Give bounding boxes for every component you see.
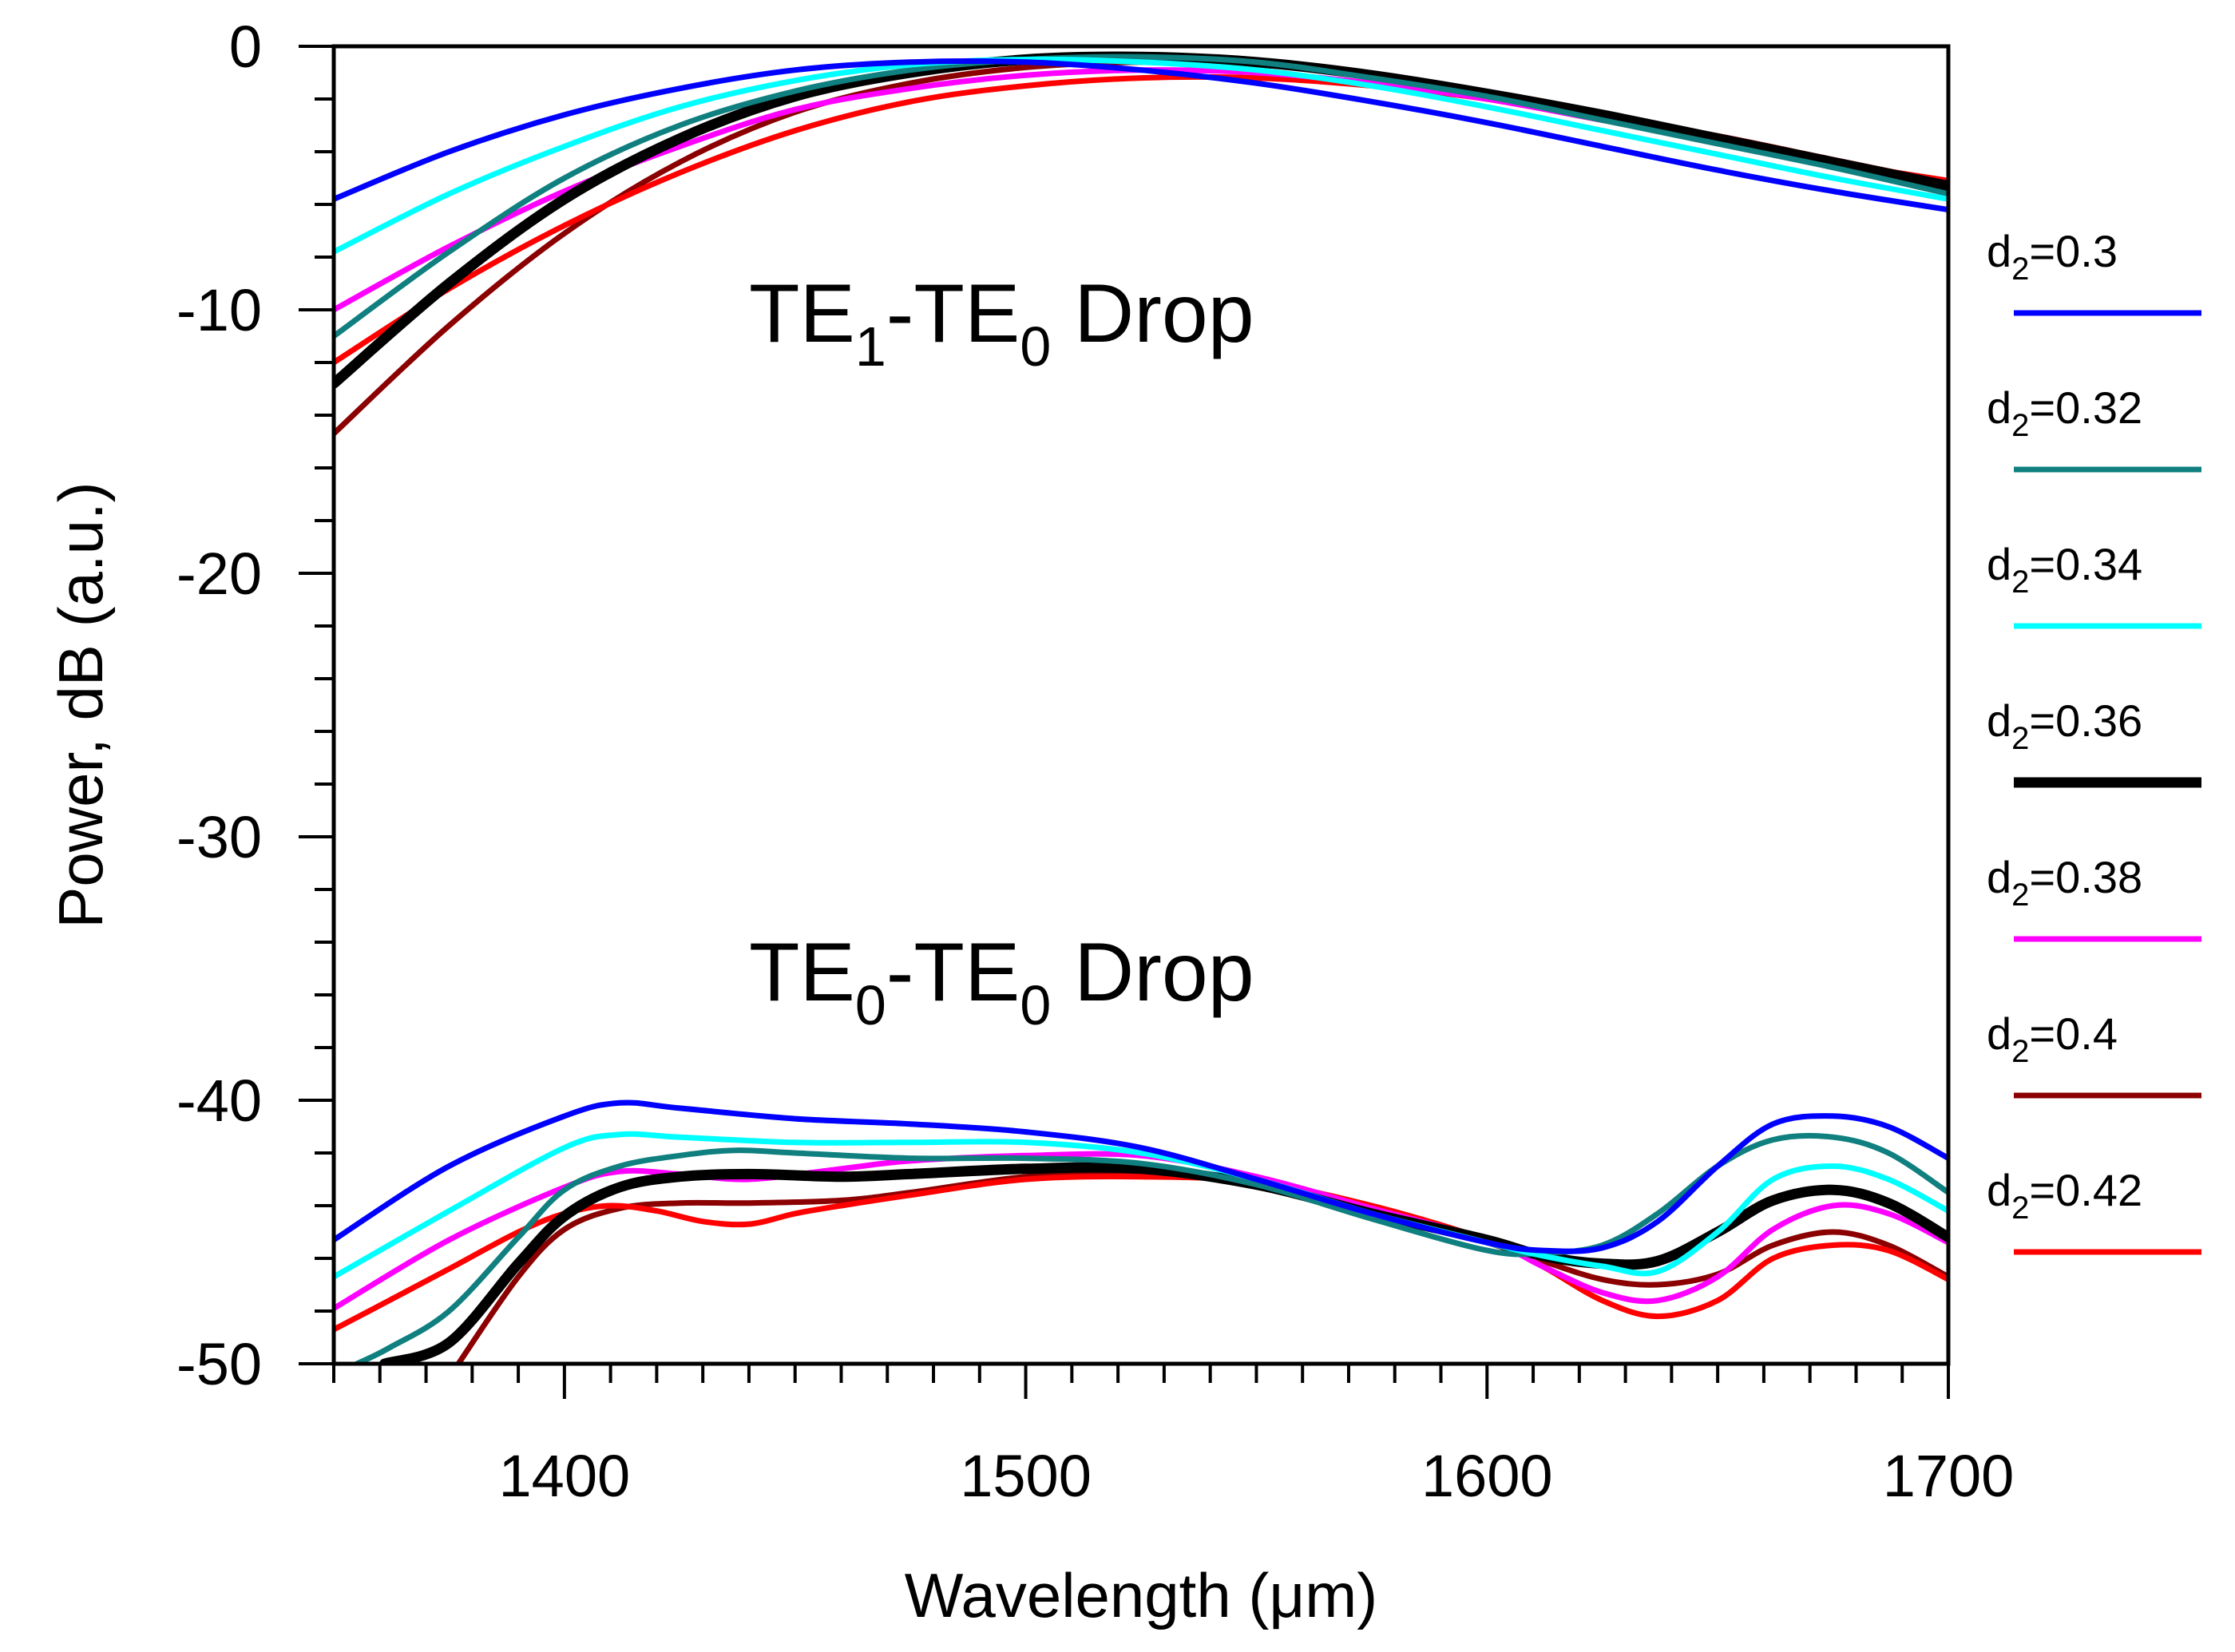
ticks-layer [299, 45, 1950, 1399]
y-tick-label: 0 [229, 14, 262, 80]
y-tick-label: -30 [176, 804, 262, 870]
legend-item: d2=0.3 [1987, 226, 2201, 316]
legend-item: d2=0.34 [1987, 539, 2201, 629]
x-tick-label: 1700 [1883, 1443, 2015, 1509]
annotation-te1-te0-drop: TE1-TE0 Drop [749, 267, 1254, 378]
labels-layer: 0 -10 -20 -30 -40 -50 1400 1500 1600 1700 [176, 14, 2014, 1509]
y-tick-label: -50 [176, 1331, 262, 1397]
x-tick-label: 1400 [499, 1443, 631, 1509]
x-axis-label: Wavelength (μm) [905, 1560, 1378, 1630]
series-line-d2-0p34-te1-drop [334, 56, 1948, 255]
legend-label: d2=0.3 [1987, 226, 2118, 287]
legend-label: d2=0.32 [1987, 382, 2142, 443]
legend-label: d2=0.42 [1987, 1165, 2142, 1226]
y-tick-label: -10 [176, 277, 262, 343]
legend-item: d2=0.42 [1987, 1165, 2201, 1255]
plot-frame [331, 44, 1951, 1366]
y-tick-label: -20 [176, 541, 262, 607]
series-line-d2-0p3-te1-drop [334, 58, 1948, 213]
series-line-d2-0p32-te1-drop [334, 53, 1948, 339]
series-line-d2-0p4-te0-drop [455, 1168, 1948, 1364]
series-line-d2-0p36-te0-drop [379, 1162, 1948, 1364]
legend-item: d2=0.36 [1987, 695, 2201, 788]
legend-label: d2=0.38 [1987, 852, 2142, 913]
legend-label: d2=0.4 [1987, 1008, 2118, 1069]
series-line-d2-0p3-te0-drop [334, 1099, 1948, 1254]
legend-item: d2=0.32 [1987, 382, 2201, 473]
annotation-layer: TE1-TE0 Drop TE0-TE0 Drop [749, 267, 1254, 1036]
y-axis-label: Power, dB (a.u.) [46, 481, 116, 928]
legend-item: d2=0.4 [1987, 1008, 2201, 1099]
series-line-d2-0p4-te1-drop [334, 59, 1948, 437]
x-tick-label: 1500 [960, 1443, 1092, 1509]
series-line-d2-0p42-te0-drop [334, 1173, 1948, 1333]
legend-label: d2=0.36 [1987, 695, 2142, 756]
y-tick-label: -40 [176, 1068, 262, 1134]
series-layer [334, 51, 1948, 1364]
legend-item: d2=0.38 [1987, 852, 2201, 942]
legend: d2=0.3 d2=0.32 d2=0.34 d2=0.36 d2=0.38 d2=0.4… [1987, 226, 2201, 1255]
annotation-te0-te0-drop: TE0-TE0 Drop [749, 926, 1254, 1036]
legend-label: d2=0.34 [1987, 539, 2142, 600]
x-tick-label: 1600 [1421, 1443, 1553, 1509]
